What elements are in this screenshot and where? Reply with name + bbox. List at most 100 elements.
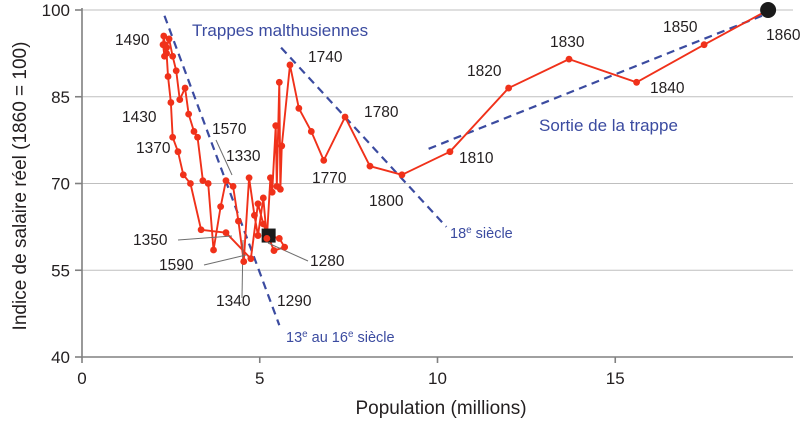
label-1430: 1430 bbox=[122, 109, 157, 126]
data-point-1420 bbox=[164, 73, 172, 80]
annotation-dix-huitieme-siecle: 18e siècle bbox=[450, 225, 513, 243]
data-point-1840 bbox=[633, 78, 640, 86]
data-point-1740 bbox=[286, 61, 294, 69]
data-point-1860 bbox=[760, 2, 777, 18]
trendline-sortie-de-la-trappe bbox=[428, 10, 774, 150]
data-point-1450 bbox=[160, 32, 168, 40]
data-point-1290 bbox=[275, 235, 283, 242]
data-point-1735 bbox=[276, 185, 284, 193]
data-point-1600 bbox=[217, 203, 225, 211]
leader-label-1590 bbox=[203, 254, 247, 266]
label-1840: 1840 bbox=[650, 80, 685, 97]
data-point-1410 bbox=[167, 99, 175, 106]
y-tick-labels: 40 55 70 85 100 bbox=[42, 1, 70, 367]
data-point-1340 bbox=[247, 255, 255, 263]
y-tick-label-70: 70 bbox=[51, 175, 70, 194]
series-line-angleterre-1280-1860 bbox=[162, 9, 770, 263]
data-point-1570 bbox=[199, 177, 207, 185]
label-1830: 1830 bbox=[550, 34, 585, 51]
y-tick-label-55: 55 bbox=[51, 261, 70, 280]
data-point-1800 bbox=[398, 171, 406, 179]
x-tick-label-10: 10 bbox=[428, 369, 447, 388]
data-point-1630 bbox=[235, 217, 242, 225]
data-point-1320 bbox=[259, 220, 267, 228]
data-point-1500 bbox=[169, 52, 177, 60]
year-labels: 1490 1430 1370 1570 1330 1350 1590 1340 1290 1280… bbox=[115, 19, 801, 310]
label-1850: 1850 bbox=[663, 19, 698, 36]
leader-label-1570 bbox=[215, 139, 233, 176]
data-point-1300 bbox=[281, 243, 289, 251]
x-axis-title: Population (millions) bbox=[355, 398, 526, 419]
data-point-1710 bbox=[268, 188, 276, 196]
data-point-1650 bbox=[245, 174, 253, 182]
x-tick-labels: 0 5 10 15 bbox=[77, 369, 624, 388]
label-1740: 1740 bbox=[308, 49, 343, 66]
label-1590: 1590 bbox=[159, 257, 194, 274]
data-point-1590 bbox=[210, 246, 217, 254]
y-tick-label-40: 40 bbox=[51, 348, 70, 367]
data-point-1470 bbox=[161, 52, 168, 60]
data-point-1738 bbox=[278, 142, 286, 150]
data-point-1350 bbox=[222, 229, 230, 237]
data-point-1820 bbox=[505, 84, 512, 92]
series-data-points bbox=[159, 2, 777, 265]
data-point-1370 bbox=[187, 180, 194, 187]
label-leader-lines bbox=[177, 139, 309, 299]
data-point-1780 bbox=[341, 113, 349, 121]
data-point-1810 bbox=[446, 148, 454, 156]
y-tick-label-85: 85 bbox=[51, 88, 70, 107]
data-point-1640 bbox=[240, 258, 248, 265]
x-tick-label-5: 5 bbox=[255, 369, 264, 388]
data-point-1620 bbox=[229, 182, 237, 190]
annotation-treizieme-au-seizieme-siecle: 13e au 16e siècle bbox=[286, 329, 395, 347]
leader-label-1280 bbox=[267, 242, 309, 262]
data-point-1790 bbox=[366, 162, 374, 170]
data-point-1490 bbox=[165, 35, 173, 43]
data-point-1580 bbox=[204, 180, 212, 187]
data-point-1480 bbox=[163, 44, 171, 51]
leader-label-1340 bbox=[241, 239, 244, 299]
data-point-1310 bbox=[270, 247, 278, 254]
data-point-1850 bbox=[700, 41, 708, 49]
label-1280: 1280 bbox=[310, 253, 345, 270]
label-1570: 1570 bbox=[212, 121, 247, 138]
data-point-1380 bbox=[179, 171, 187, 179]
chart-annotations: Trappes malthusiennes Sortie de la trappe… bbox=[192, 21, 678, 346]
label-1860: 1860 bbox=[766, 27, 801, 44]
data-point-1670 bbox=[254, 232, 262, 239]
data-point-1540 bbox=[185, 110, 193, 118]
label-1370: 1370 bbox=[136, 140, 171, 157]
label-1810: 1810 bbox=[459, 150, 494, 167]
label-1490: 1490 bbox=[115, 32, 150, 49]
annotation-sortie-de-la-trappe: Sortie de la trappe bbox=[539, 116, 678, 135]
label-1780: 1780 bbox=[364, 104, 399, 121]
label-1330: 1330 bbox=[226, 148, 261, 165]
y-axis-title: Indice de salaire réel (1860 = 100) bbox=[10, 42, 31, 331]
data-point-1520 bbox=[176, 96, 184, 104]
data-point-1680 bbox=[259, 194, 267, 202]
label-1350: 1350 bbox=[133, 232, 168, 249]
data-point-1830 bbox=[565, 55, 573, 63]
data-point-1610 bbox=[222, 177, 230, 185]
label-1340: 1340 bbox=[216, 293, 251, 310]
trendline-13e-16e-siecle bbox=[163, 15, 281, 326]
data-point-1510 bbox=[172, 67, 180, 75]
data-point-1720 bbox=[272, 122, 280, 130]
data-point-1690 bbox=[263, 235, 271, 242]
data-point-1730 bbox=[275, 78, 283, 86]
label-1770: 1770 bbox=[312, 170, 347, 187]
axis-ticks bbox=[75, 9, 617, 363]
data-point-1530 bbox=[181, 84, 189, 92]
gridlines bbox=[82, 9, 793, 271]
data-point-1550 bbox=[190, 128, 198, 135]
trendline-18e-siecle bbox=[280, 46, 448, 228]
trendlines bbox=[163, 10, 774, 326]
data-point-1360 bbox=[197, 226, 205, 234]
label-1820: 1820 bbox=[467, 63, 502, 80]
data-point-1700 bbox=[267, 174, 274, 182]
annotation-trappes-malthusiennes: Trappes malthusiennes bbox=[192, 21, 368, 40]
data-point-1560 bbox=[194, 133, 201, 141]
label-1290: 1290 bbox=[277, 293, 312, 310]
